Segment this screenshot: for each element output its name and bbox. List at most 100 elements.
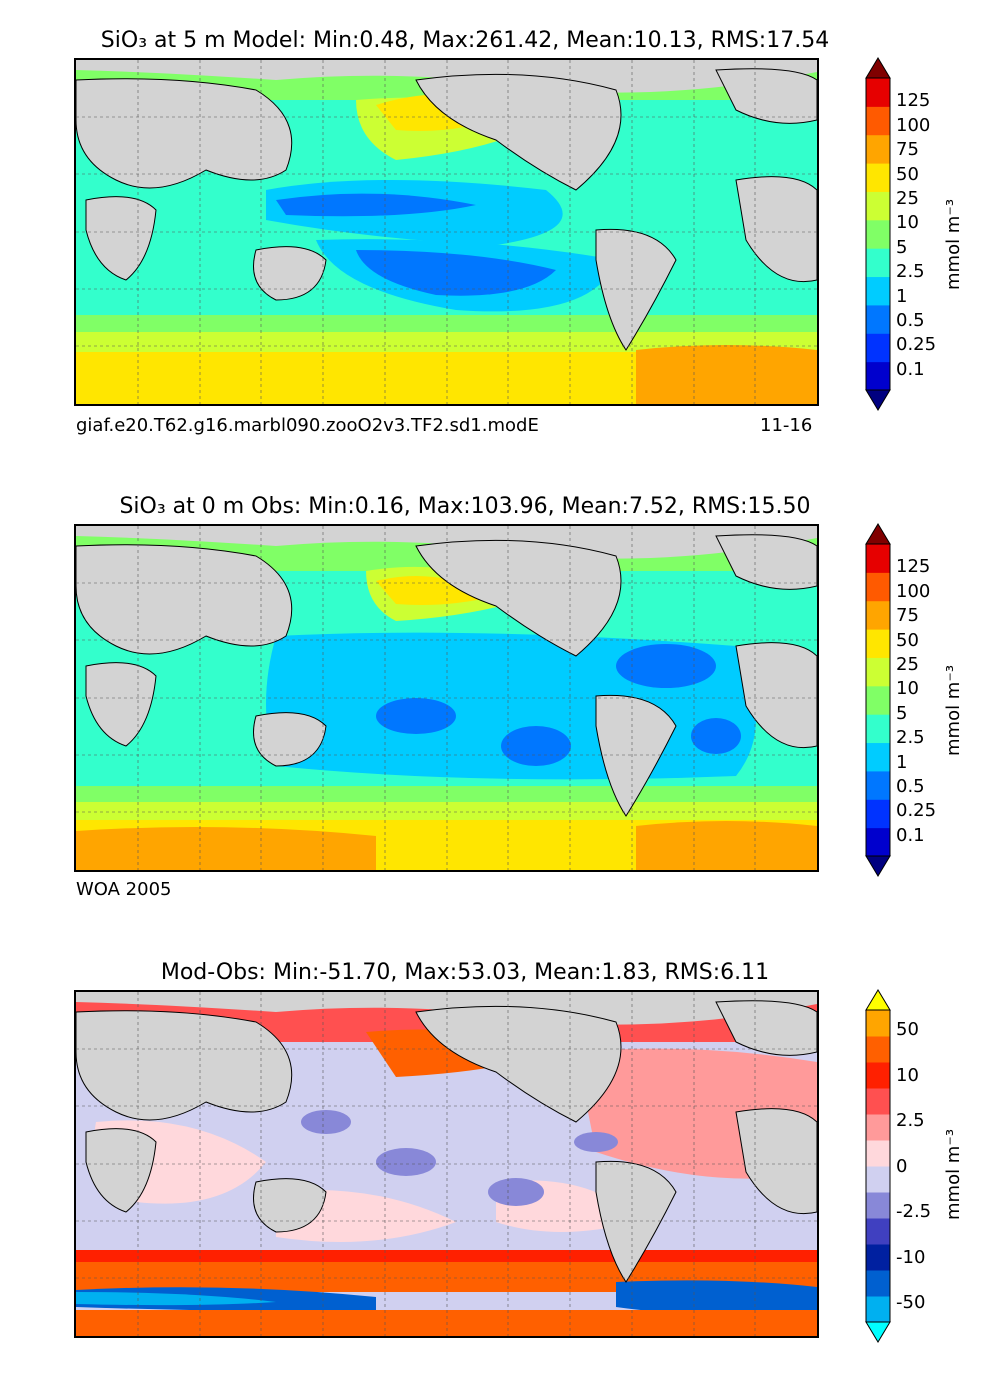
colorbar-tick: 5	[896, 703, 908, 724]
panel-model: SiO₃ at 5 m Model: Min:0.48, Max:261.42,…	[0, 0, 1008, 450]
colorbar	[865, 57, 891, 411]
colorbar-tick: 75	[896, 605, 919, 626]
colorbar-tick: 100	[896, 581, 931, 602]
colorbar-tick: 100	[896, 115, 931, 136]
field-band	[76, 1250, 817, 1264]
field-band	[616, 644, 716, 688]
colorbar-tick: 75	[896, 139, 919, 160]
colorbar-segment	[866, 742, 890, 772]
land-eurasia	[76, 544, 293, 655]
colorbar-segment	[866, 827, 890, 857]
field-band	[76, 1292, 276, 1306]
land-europe	[715, 68, 817, 124]
colorbar-extend-max	[865, 523, 891, 545]
colorbar-segment	[866, 1036, 890, 1063]
colorbar-tick: 25	[896, 654, 919, 675]
field-band	[574, 1132, 618, 1152]
colorbar-segment	[866, 685, 890, 715]
colorbar-tick: 2.5	[896, 727, 925, 748]
colorbar-segment	[866, 770, 890, 800]
chart-title: Mod-Obs: Min:-51.70, Max:53.03, Mean:1.8…	[160, 960, 770, 985]
colorbar-segment	[866, 106, 890, 136]
colorbar-segment	[866, 78, 890, 107]
colorbar-unit-label: mmol m⁻³	[943, 1128, 964, 1220]
colorbar-tick: 1	[896, 286, 908, 307]
colorbar-tick: -10	[896, 1247, 926, 1268]
field-band	[691, 718, 741, 754]
colorbar-tick: 5	[896, 237, 908, 258]
colorbar-unit-label: mmol m⁻³	[943, 664, 964, 756]
colorbar-extend-max	[865, 57, 891, 79]
map-plot-area	[74, 58, 819, 406]
field-band	[616, 1280, 817, 1316]
field-band	[356, 250, 556, 296]
field-band	[76, 786, 817, 804]
colorbar-segment	[866, 799, 890, 829]
colorbar-segment	[866, 333, 890, 363]
chart-title: SiO₃ at 0 m Obs: Min:0.16, Max:103.96, M…	[119, 494, 811, 519]
colorbar-segment	[866, 572, 890, 602]
land-africa-east	[735, 642, 817, 749]
colorbar-tick: 0.1	[896, 825, 925, 846]
land-australia	[253, 246, 327, 301]
colorbar-segment	[866, 544, 890, 573]
colorbar-tick: 0.25	[896, 334, 937, 355]
colorbar-svg	[865, 989, 891, 1343]
colorbar-tick: 2.5	[896, 1110, 925, 1131]
land-south-america	[595, 1160, 677, 1283]
land-africa	[85, 662, 157, 747]
colorbar-svg	[865, 523, 891, 877]
land-africa-east	[735, 1108, 817, 1215]
colorbar-segment	[866, 1114, 890, 1141]
colorbar-segment	[866, 134, 890, 164]
field-band	[76, 1310, 817, 1336]
colorbar-segment	[866, 1010, 890, 1037]
colorbar-tick: 10	[896, 212, 919, 233]
colorbar-segment	[866, 248, 890, 278]
colorbar-segment	[866, 1062, 890, 1089]
colorbar-tick: 0.1	[896, 359, 925, 380]
land-africa-east	[735, 176, 817, 283]
colorbar-tick: 125	[896, 90, 931, 111]
colorbar-segment	[866, 1088, 890, 1115]
field-band	[501, 726, 571, 766]
land-europe	[715, 1000, 817, 1056]
colorbar-segment	[866, 361, 890, 391]
colorbar-tick: 0.25	[896, 800, 937, 821]
colorbar-tick: 0.5	[896, 776, 925, 797]
field-band	[488, 1178, 544, 1206]
colorbar-segment	[866, 219, 890, 249]
colorbar-segment	[866, 1270, 890, 1297]
colorbar-tick: 25	[896, 188, 919, 209]
field-band	[76, 802, 817, 822]
colorbar	[865, 523, 891, 877]
map-svg	[76, 992, 817, 1336]
date-range-caption: 11-16	[760, 415, 813, 436]
colorbar-segment	[866, 191, 890, 221]
colorbar-tick: 0.5	[896, 310, 925, 331]
map-plot-area	[74, 524, 819, 872]
colorbar-extend-min	[865, 855, 891, 877]
colorbar-extend-min	[865, 389, 891, 411]
colorbar-unit-label: mmol m⁻³	[943, 198, 964, 290]
field-band	[276, 193, 476, 217]
colorbar-tick: -50	[896, 1292, 926, 1313]
field-band	[301, 1110, 351, 1134]
colorbar-tick: 0	[896, 1156, 908, 1177]
colorbar-segment	[866, 657, 890, 687]
field-band	[76, 827, 376, 870]
colorbar-tick: 1	[896, 752, 908, 773]
colorbar-tick: 10	[896, 678, 919, 699]
field-band	[636, 821, 817, 870]
colorbar-frame	[865, 543, 891, 857]
colorbar-segment	[866, 276, 890, 306]
colorbar-tick: 50	[896, 164, 919, 185]
land-south-america	[595, 694, 677, 817]
panel-obs: SiO₃ at 0 m Obs: Min:0.16, Max:103.96, M…	[0, 466, 1008, 916]
colorbar-tick: 125	[896, 556, 931, 577]
run-name-caption: giaf.e20.T62.g16.marbl090.zooO2v3.TF2.sd…	[76, 415, 539, 436]
land-eurasia	[76, 78, 293, 189]
colorbar	[865, 989, 891, 1343]
land-europe	[715, 534, 817, 590]
land-australia	[253, 712, 327, 767]
